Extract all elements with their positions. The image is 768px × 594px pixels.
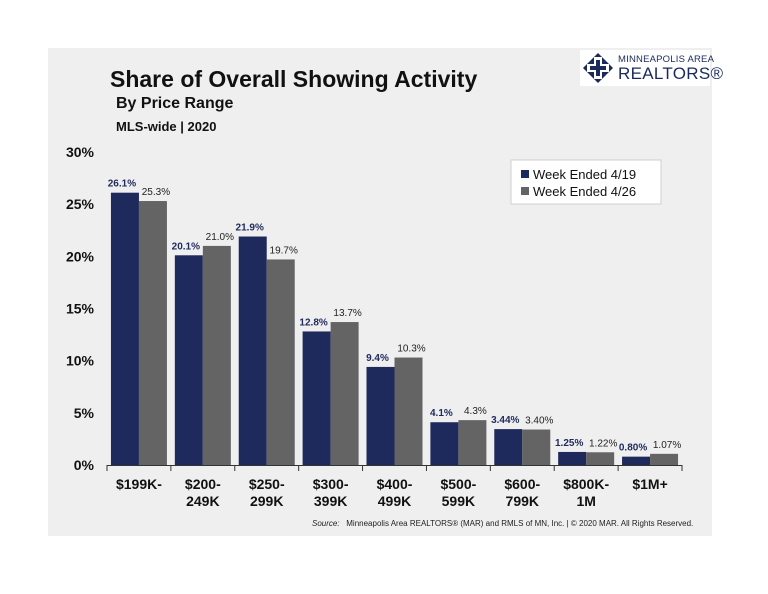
data-label-series-2: 1.22%: [589, 438, 617, 449]
bar-series-1: [366, 366, 395, 465]
bar-series-1: [430, 422, 459, 465]
x-category-label: $200-: [185, 476, 221, 492]
bar-series-1: [174, 255, 203, 465]
bar-series-2: [522, 429, 551, 465]
bar-series-2: [330, 322, 359, 465]
chart-title: Share of Overall Showing Activity: [110, 66, 478, 92]
logo-text-main: REALTORS®: [618, 64, 724, 83]
data-label-series-1: 12.8%: [299, 317, 327, 328]
bar-series-2: [458, 420, 487, 465]
x-category-label: 299K: [250, 493, 283, 509]
data-label-series-1: 21.9%: [236, 223, 264, 234]
x-category-label: $1M+: [632, 476, 667, 492]
y-tick-label: 10%: [66, 353, 95, 369]
x-category-label: 399K: [314, 493, 347, 509]
data-label-series-2: 13.7%: [333, 308, 361, 319]
source-label: Source:: [312, 519, 340, 528]
data-label-series-2: 4.3%: [464, 406, 487, 417]
bar-series-1: [302, 331, 331, 465]
data-label-series-2: 1.07%: [653, 440, 681, 451]
mar-cross-logo-icon: [583, 53, 613, 83]
data-label-series-2: 10.3%: [397, 344, 425, 355]
data-label-series-1: 20.1%: [172, 241, 200, 252]
legend-swatch-series-1: [521, 170, 529, 178]
y-tick-label: 25%: [66, 196, 95, 212]
legend-label-series-1: Week Ended 4/19: [533, 167, 636, 182]
bar-series-1: [110, 192, 139, 465]
bar-series-1: [558, 451, 587, 465]
chart-subtitle: By Price Range: [116, 95, 234, 112]
x-category-label: $400-: [377, 476, 413, 492]
x-category-label: 799K: [506, 493, 539, 509]
logo: MINNEAPOLIS AREA REALTORS®: [580, 50, 723, 86]
x-category-label: $600-: [504, 476, 540, 492]
x-category-label: $500-: [440, 476, 476, 492]
x-category-label: $199K-: [116, 476, 162, 492]
x-category-label: $800K-: [563, 476, 609, 492]
bar-series-2: [586, 452, 615, 465]
data-label-series-1: 0.80%: [619, 443, 647, 454]
chart-scope-label: MLS-wide | 2020: [116, 119, 217, 134]
y-tick-label: 20%: [66, 248, 95, 264]
legend-box: [510, 159, 662, 205]
x-category-label: 1M: [576, 493, 595, 509]
data-label-series-1: 9.4%: [366, 353, 389, 364]
x-category-label: 499K: [378, 493, 411, 509]
data-label-series-1: 3.44%: [491, 415, 519, 426]
data-label-series-2: 21.0%: [206, 232, 234, 243]
y-tick-label: 5%: [74, 405, 95, 421]
logo-text-top: MINNEAPOLIS AREA: [618, 54, 715, 65]
bar-series-1: [238, 236, 267, 465]
source-text: Minneapolis Area REALTORS® (MAR) and RML…: [346, 519, 694, 528]
data-label-series-2: 25.3%: [142, 187, 170, 198]
x-category-label: $300-: [313, 476, 349, 492]
bar-series-2: [138, 201, 167, 465]
x-category-label: 599K: [442, 493, 475, 509]
bar-series-1: [494, 429, 523, 465]
legend-swatch-series-2: [521, 187, 529, 195]
x-category-label: $250-: [249, 476, 285, 492]
source-note: Source: Minneapolis Area REALTORS® (MAR)…: [312, 519, 693, 528]
bar-series-2: [394, 357, 423, 465]
data-label-series-2: 3.40%: [525, 416, 553, 427]
bar-series-2: [266, 259, 295, 465]
y-tick-label: 0%: [74, 457, 95, 473]
bar-series-2: [202, 245, 231, 465]
y-tick-label: 15%: [66, 301, 95, 317]
data-label-series-1: 4.1%: [430, 408, 453, 419]
data-label-series-1: 1.25%: [555, 438, 583, 449]
y-tick-label: 30%: [66, 144, 95, 160]
data-label-series-1: 26.1%: [108, 179, 136, 190]
data-label-series-2: 19.7%: [270, 245, 298, 256]
bar-series-2: [650, 453, 679, 465]
bar-series-1: [622, 456, 651, 465]
x-category-label: 249K: [186, 493, 219, 509]
legend-label-series-2: Week Ended 4/26: [533, 184, 636, 199]
